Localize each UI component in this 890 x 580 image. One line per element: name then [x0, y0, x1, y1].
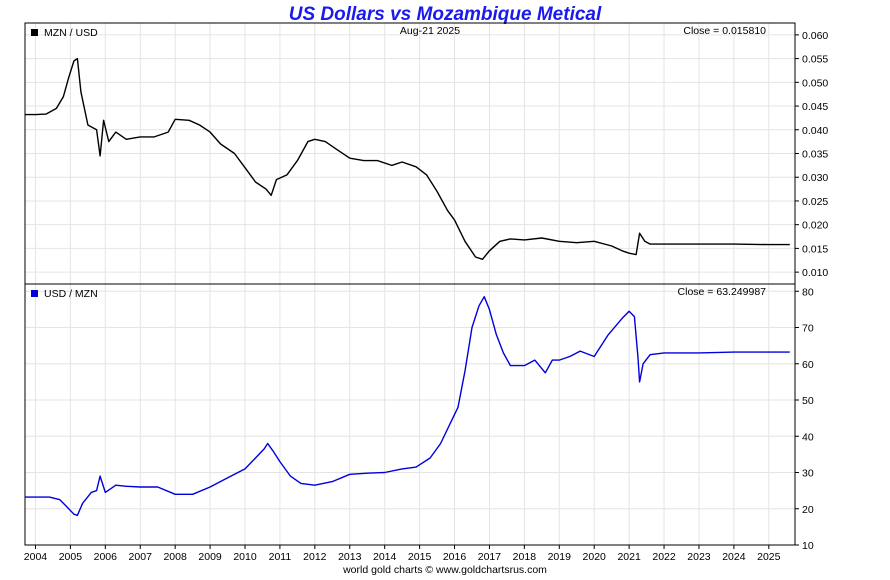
panels: MZN / USD Close = 0.015810 USD / MZN Close …	[24, 22, 796, 546]
x-tick-label: 2011	[269, 551, 292, 563]
x-tick-label: 2004	[24, 551, 48, 563]
series-line	[25, 57, 790, 260]
y-tick-label: 0.040	[802, 125, 828, 137]
axes-layer: 2004 2005 2006 2007 2008 2009 2010 2011 2012 2013…	[24, 30, 829, 563]
y-tick-label: 70	[802, 323, 814, 335]
y-tick-label: 60	[802, 359, 814, 371]
x-tick-label: 2022	[652, 551, 676, 563]
x-tick-label: 2025	[757, 551, 781, 563]
x-tick-label: 2017	[478, 551, 502, 563]
y-tick-label: 0.020	[802, 220, 828, 232]
x-tick-label: 2010	[233, 551, 257, 563]
close-label: Close = 63.249987	[678, 286, 767, 298]
y-tick-label: 0.010	[802, 267, 828, 279]
x-tick-label: 2007	[129, 551, 153, 563]
y-tick-label: 10	[802, 540, 814, 552]
y-tick-label: 40	[802, 431, 814, 443]
y-tick-label: 0.035	[802, 149, 828, 161]
y-tick-label: 30	[802, 468, 814, 480]
legend-label: MZN / USD	[44, 27, 98, 39]
y-tick-label: 0.045	[802, 101, 828, 113]
x-tick-label: 2014	[373, 551, 397, 563]
chart-title: US Dollars vs Mozambique Metical	[289, 4, 602, 25]
panel-frame	[24, 283, 796, 546]
x-tick-label: 2016	[443, 551, 467, 563]
x-tick-label: 2018	[513, 551, 537, 563]
x-tick-label: 2015	[408, 551, 432, 563]
x-tick-label: 2005	[59, 551, 83, 563]
legend-label: USD / MZN	[44, 288, 98, 300]
x-tick-label: 2021	[617, 551, 641, 563]
footer-credit: world gold charts © www.goldchartsrus.co…	[342, 564, 547, 575]
y-tick-label: 50	[802, 395, 814, 407]
date-label: Aug-21 2025	[400, 25, 460, 37]
x-tick-label: 2012	[303, 551, 327, 563]
y-tick-label: 0.050	[802, 77, 828, 89]
x-tick-label: 2013	[338, 551, 362, 563]
y-tick-label: 0.055	[802, 54, 828, 66]
y-tick-label: 0.015	[802, 243, 828, 255]
x-tick-label: 2020	[583, 551, 607, 563]
x-tick-label: 2006	[94, 551, 118, 563]
x-tick-label: 2024	[722, 551, 746, 563]
series-layer	[25, 57, 790, 516]
y-tick-label: 0.060	[802, 30, 828, 42]
y-tick-label: 0.030	[802, 172, 828, 184]
series-line	[25, 296, 790, 516]
x-tick-label: 2008	[163, 551, 187, 563]
y-tick-label: 20	[802, 504, 814, 516]
close-label: Close = 0.015810	[683, 25, 766, 37]
y-tick-label: 80	[802, 286, 814, 298]
x-tick-label: 2009	[198, 551, 222, 563]
legend-swatch	[31, 290, 38, 297]
x-tick-label: 2019	[548, 551, 572, 563]
legend-swatch	[31, 29, 38, 36]
x-tick-label: 2023	[687, 551, 711, 563]
y-tick-label: 0.025	[802, 196, 828, 208]
